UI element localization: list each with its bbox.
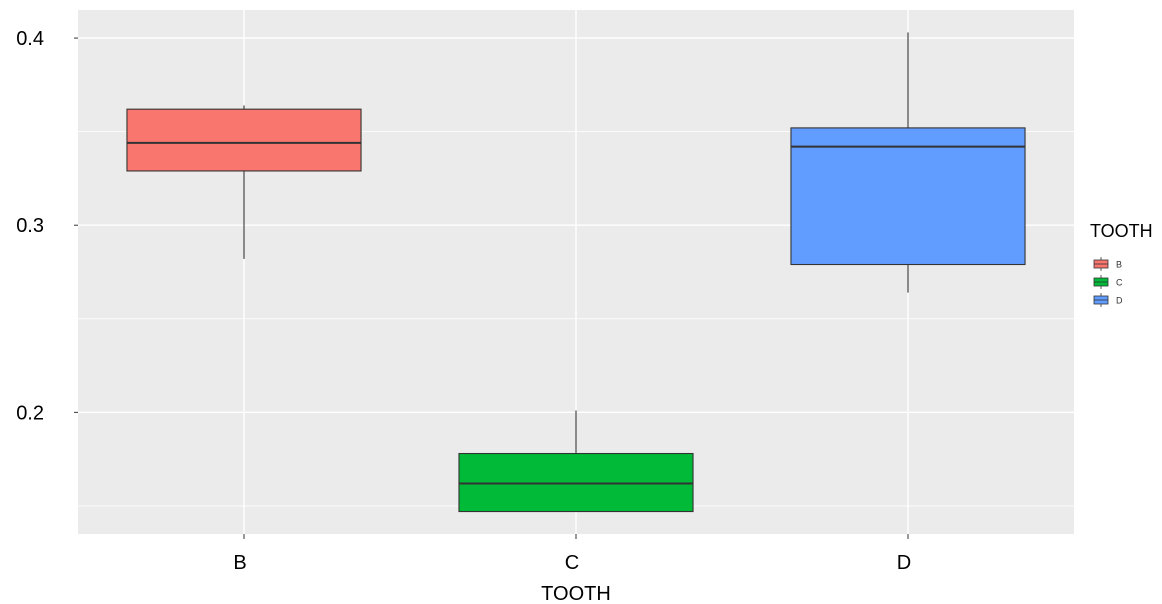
y-tick-label: 0.4: [16, 28, 44, 50]
legend-label: C: [1116, 278, 1123, 288]
legend-title: TOOTH: [1090, 221, 1153, 241]
legend-key-d: D: [1093, 293, 1123, 307]
y-tick-label: 0.2: [16, 402, 44, 424]
box-b: [126, 105, 362, 259]
legend-label: D: [1116, 296, 1123, 306]
x-tick-label: C: [565, 552, 579, 574]
x-axis-title: TOOTH: [541, 583, 611, 604]
box-c: [458, 410, 694, 513]
box-body: [790, 127, 1026, 266]
box-series: [126, 32, 1026, 513]
legend: TOOTH BCD: [1090, 221, 1153, 307]
x-tick-label: B: [233, 552, 246, 574]
box-body: [126, 108, 362, 172]
x-tick-label: D: [897, 552, 911, 574]
x-axis: B C D: [233, 534, 911, 574]
y-tick-label: 0.3: [16, 215, 44, 237]
box-d: [790, 32, 1026, 293]
legend-key-b: B: [1093, 257, 1122, 271]
legend-key-c: C: [1093, 275, 1123, 289]
legend-label: B: [1116, 260, 1122, 270]
y-axis: 0.2 0.3 0.4: [16, 28, 78, 424]
